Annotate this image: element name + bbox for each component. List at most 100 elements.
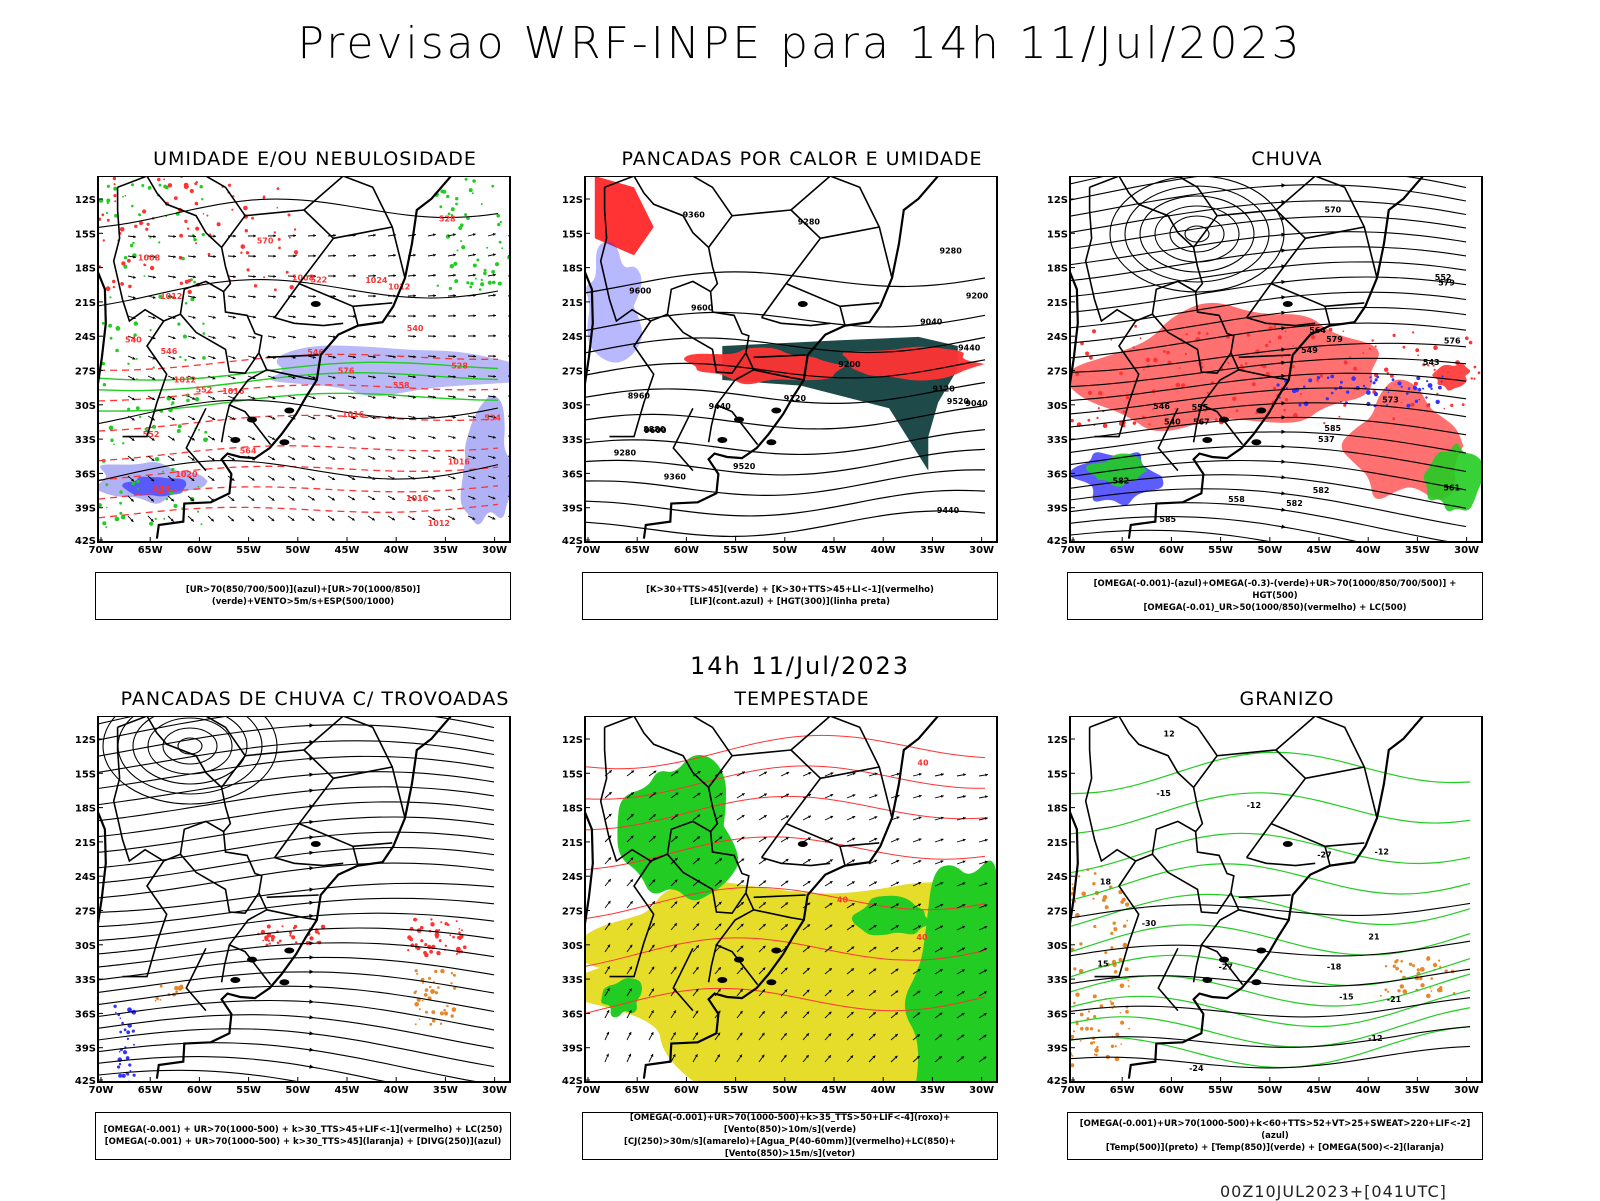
thickness-red-cell xyxy=(134,225,137,228)
omega-blue-cell xyxy=(1441,375,1443,377)
legend-box: [OMEGA(-0.001) + UR>70(1000-500) + k>30_… xyxy=(95,1112,511,1160)
storm-red-cell xyxy=(435,935,439,939)
panel-title: PANCADAS POR CALOR E UMIDADE xyxy=(582,148,1022,170)
lat-label: 15S xyxy=(562,229,583,240)
contour-label: 579 xyxy=(1438,279,1455,288)
storm-red-cell xyxy=(430,918,432,920)
contour-label: 9360 xyxy=(683,210,706,219)
omega-blue-cell xyxy=(1369,376,1371,378)
wind-vector xyxy=(513,415,516,418)
divergence-blue-cell xyxy=(128,1063,131,1066)
map-background xyxy=(98,716,510,1082)
thickness-red-cell xyxy=(157,178,161,182)
divergence-blue-cell xyxy=(133,1044,135,1046)
storm-orange-cell xyxy=(440,1023,442,1025)
thickness-red-cell xyxy=(168,183,172,187)
lon-label: 65W xyxy=(1110,545,1135,556)
omega-blue-cell xyxy=(1374,392,1378,396)
omega500-orange-cell xyxy=(1115,1045,1117,1047)
contour-label: -27 xyxy=(1317,851,1331,860)
legend-line: [OMEGA(-0.001) + UR>70(1000-500) + k>30_… xyxy=(102,1124,504,1136)
humidity-green-cell xyxy=(439,205,442,208)
omega-blue-cell xyxy=(1376,376,1379,379)
rain-red-cell xyxy=(1285,331,1287,333)
rain-red-cell xyxy=(1293,345,1295,347)
legend-box: [OMEGA(-0.001)+UR>70(1000-500)+k>35_TTS>… xyxy=(582,1112,998,1160)
humidity-green-cell xyxy=(171,468,174,471)
legend-box: [UR>70(850/700/500)](azul)+[UR>70(1000/8… xyxy=(95,572,511,620)
omega500-orange-cell xyxy=(1395,967,1399,971)
rain-red-cell xyxy=(1186,333,1188,335)
rain-red-cell xyxy=(1098,407,1100,409)
rain-red-cell xyxy=(1236,409,1239,412)
thickness-red-cell xyxy=(288,214,291,217)
humidity-green-cell xyxy=(457,249,459,251)
rain-red-cell xyxy=(1273,325,1276,328)
thickness-red-cell xyxy=(243,206,248,211)
omega500-orange-cell xyxy=(1125,967,1129,971)
humidity-green-cell xyxy=(202,323,204,325)
omega500-orange-cell xyxy=(1104,951,1107,954)
omega500-orange-cell xyxy=(1120,983,1125,988)
rain-red-cell xyxy=(1265,344,1269,348)
lake xyxy=(1219,957,1229,963)
humidity-green-cell xyxy=(132,242,134,244)
humidity-green-cell xyxy=(469,188,473,192)
storm-orange-cell xyxy=(160,985,163,988)
lon-label: 30W xyxy=(1454,1085,1479,1096)
humidity-green-cell xyxy=(136,480,139,483)
storm-orange-cell xyxy=(444,1012,448,1016)
storm-red-cell xyxy=(267,925,271,929)
humidity-green-cell xyxy=(451,207,455,211)
humidity-green-cell xyxy=(475,278,477,280)
omega500-orange-cell xyxy=(1098,1029,1101,1032)
legend-line: [UR>70(850/700/500)](azul)+[UR>70(1000/8… xyxy=(102,584,504,608)
thickness-red-cell xyxy=(112,280,115,283)
omega500-orange-cell xyxy=(1093,1041,1095,1043)
contour-label: 582 xyxy=(1313,486,1330,495)
omega-blue-cell xyxy=(1308,378,1312,382)
rain-red-cell xyxy=(1206,332,1209,335)
contour-label: -12 xyxy=(1368,1034,1382,1043)
thickness-red-cell xyxy=(184,220,187,223)
lat-label: 21S xyxy=(75,298,96,309)
lat-label: 39S xyxy=(1047,1044,1068,1055)
contour-label: 9120 xyxy=(933,384,956,393)
omega500-orange-cell xyxy=(1079,942,1082,945)
omega500-orange-cell xyxy=(1093,1015,1096,1018)
lake xyxy=(311,301,321,307)
contour-label: 9440 xyxy=(958,344,981,353)
lon-label: 40W xyxy=(384,545,409,556)
thickness-red-cell xyxy=(113,177,116,180)
rain-red-cell xyxy=(1401,402,1403,404)
lake xyxy=(798,841,808,847)
lon-label: 60W xyxy=(187,545,212,556)
lat-label: 33S xyxy=(1047,975,1068,986)
humidity-green-cell xyxy=(141,184,144,187)
humidity-green-cell xyxy=(470,282,474,286)
lat-label: 27S xyxy=(75,367,96,378)
omega-blue-cell xyxy=(1327,376,1330,379)
lake xyxy=(284,948,294,954)
humidity-green-cell xyxy=(115,517,120,522)
rain-red-cell xyxy=(1247,333,1250,336)
humidity-green-cell xyxy=(155,518,157,520)
humidity-green-cell xyxy=(150,329,152,331)
storm-red-cell xyxy=(282,925,284,927)
storm-red-cell xyxy=(264,937,268,941)
panel-title: TEMPESTADE xyxy=(582,688,1022,710)
thickness-red-cell xyxy=(150,266,154,270)
thickness-red-cell xyxy=(127,259,131,263)
thickness-red-cell xyxy=(187,228,189,230)
legend-box: [OMEGA(-0.001)-(azul)+OMEGA(-0.3)-(verde… xyxy=(1067,572,1483,620)
lon-label: 40W xyxy=(384,1085,409,1096)
rain-red-cell xyxy=(1283,409,1285,411)
omega500-orange-cell xyxy=(1096,1046,1098,1048)
lon-label: 65W xyxy=(138,545,163,556)
lat-label: 27S xyxy=(562,367,583,378)
humidity-green-cell xyxy=(177,429,181,433)
thickness-red-cell xyxy=(103,239,105,241)
thickness-red-cell xyxy=(195,242,197,244)
wind-vector xyxy=(513,436,516,439)
